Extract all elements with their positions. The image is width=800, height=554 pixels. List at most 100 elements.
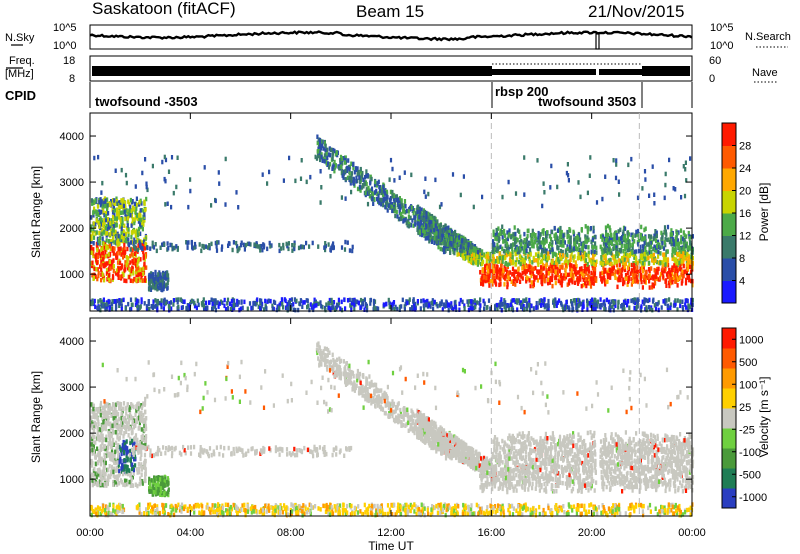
power-cell bbox=[104, 198, 107, 203]
velocity-cell bbox=[501, 447, 504, 452]
power-cell bbox=[346, 175, 349, 181]
power-cell bbox=[627, 232, 630, 237]
power-cell bbox=[512, 242, 515, 247]
power-cell bbox=[636, 269, 640, 275]
power-cell bbox=[683, 269, 686, 275]
power-cell bbox=[643, 256, 647, 261]
power-cell bbox=[131, 230, 134, 236]
power-cell bbox=[613, 244, 616, 249]
power-cell bbox=[239, 242, 243, 248]
power-cell bbox=[615, 259, 618, 264]
power-cell bbox=[104, 225, 107, 230]
power-cell bbox=[580, 227, 583, 232]
power-cell bbox=[324, 143, 327, 149]
power-cell bbox=[344, 177, 347, 182]
power-cell bbox=[580, 241, 583, 247]
power-cell bbox=[103, 203, 107, 209]
power-cell bbox=[139, 217, 142, 223]
noise-panel: N.Sky 10^5 10^0 10^5 10^0 N.Search bbox=[5, 22, 791, 52]
power-cell bbox=[584, 234, 587, 239]
power-cell bbox=[626, 270, 629, 276]
power-cell bbox=[120, 234, 124, 240]
power-cell bbox=[442, 229, 445, 234]
power-cell bbox=[123, 242, 126, 248]
power-cell bbox=[433, 240, 436, 245]
power-cell bbox=[560, 264, 563, 270]
power-cell bbox=[607, 268, 610, 273]
power-cell bbox=[536, 259, 539, 265]
power-cell bbox=[634, 233, 637, 238]
power-cell bbox=[253, 242, 256, 247]
power-cell bbox=[167, 169, 171, 174]
power-cell bbox=[640, 265, 644, 270]
power-cell bbox=[483, 306, 486, 311]
power-cell bbox=[419, 221, 422, 227]
power-cell bbox=[526, 233, 529, 239]
power-cell bbox=[350, 304, 353, 310]
power-cell bbox=[483, 277, 486, 283]
velocity-cell bbox=[599, 439, 603, 444]
power-cell bbox=[618, 262, 621, 268]
power-cell bbox=[126, 260, 129, 265]
power-cell bbox=[113, 212, 116, 217]
power-cell bbox=[395, 197, 398, 203]
power-cell bbox=[523, 238, 526, 243]
power-cell bbox=[596, 299, 600, 304]
power-cell bbox=[142, 266, 145, 272]
power-cell bbox=[232, 302, 235, 308]
power-cell bbox=[242, 242, 245, 248]
power-cell bbox=[686, 267, 689, 272]
power-cell bbox=[410, 172, 413, 178]
power-cell bbox=[356, 186, 360, 192]
power-y-tick-label: 4000 bbox=[60, 131, 84, 143]
power-cell bbox=[262, 307, 266, 312]
power-cell bbox=[610, 299, 613, 304]
power-cell bbox=[604, 259, 607, 264]
power-cell bbox=[252, 300, 255, 306]
power-cell bbox=[637, 242, 640, 247]
power-cell bbox=[103, 304, 106, 309]
power-cell bbox=[451, 247, 454, 252]
power-cell bbox=[363, 307, 366, 312]
power-cell bbox=[538, 298, 541, 304]
power-cell bbox=[362, 177, 365, 182]
power-cell bbox=[197, 302, 200, 308]
power-cell bbox=[136, 262, 139, 267]
power-cell bbox=[511, 266, 515, 272]
power-cell bbox=[592, 259, 595, 264]
power-cell bbox=[541, 262, 545, 268]
power-cell bbox=[102, 222, 105, 227]
power-cell bbox=[134, 233, 137, 239]
power-cell bbox=[527, 228, 530, 233]
power-cell bbox=[633, 249, 636, 255]
power-cell bbox=[511, 246, 514, 251]
power-cell bbox=[566, 162, 569, 167]
power-cell bbox=[95, 245, 99, 250]
power-cell bbox=[628, 276, 631, 282]
power-cell bbox=[516, 307, 519, 312]
power-cell bbox=[523, 269, 526, 275]
power-cell bbox=[559, 252, 562, 258]
power-cell bbox=[662, 246, 666, 251]
power-cell bbox=[123, 209, 126, 214]
power-cell bbox=[561, 265, 564, 270]
power-cell bbox=[505, 303, 508, 309]
power-cell bbox=[490, 259, 494, 264]
power-cell bbox=[456, 252, 459, 257]
power-cell bbox=[339, 164, 343, 169]
power-cell bbox=[537, 246, 540, 252]
power-cell bbox=[585, 283, 588, 289]
power-cell bbox=[168, 305, 171, 311]
power-cell bbox=[603, 269, 606, 274]
power-cell bbox=[494, 306, 497, 311]
power-cell bbox=[593, 244, 596, 249]
power-cell bbox=[177, 297, 180, 302]
power-cell bbox=[445, 232, 448, 238]
power-cell bbox=[111, 222, 114, 227]
power-cell bbox=[438, 204, 442, 210]
power-cell bbox=[683, 249, 686, 255]
power-cell bbox=[286, 307, 289, 312]
power-cell bbox=[520, 304, 523, 310]
power-cell bbox=[105, 253, 108, 259]
power-cell bbox=[632, 299, 635, 305]
